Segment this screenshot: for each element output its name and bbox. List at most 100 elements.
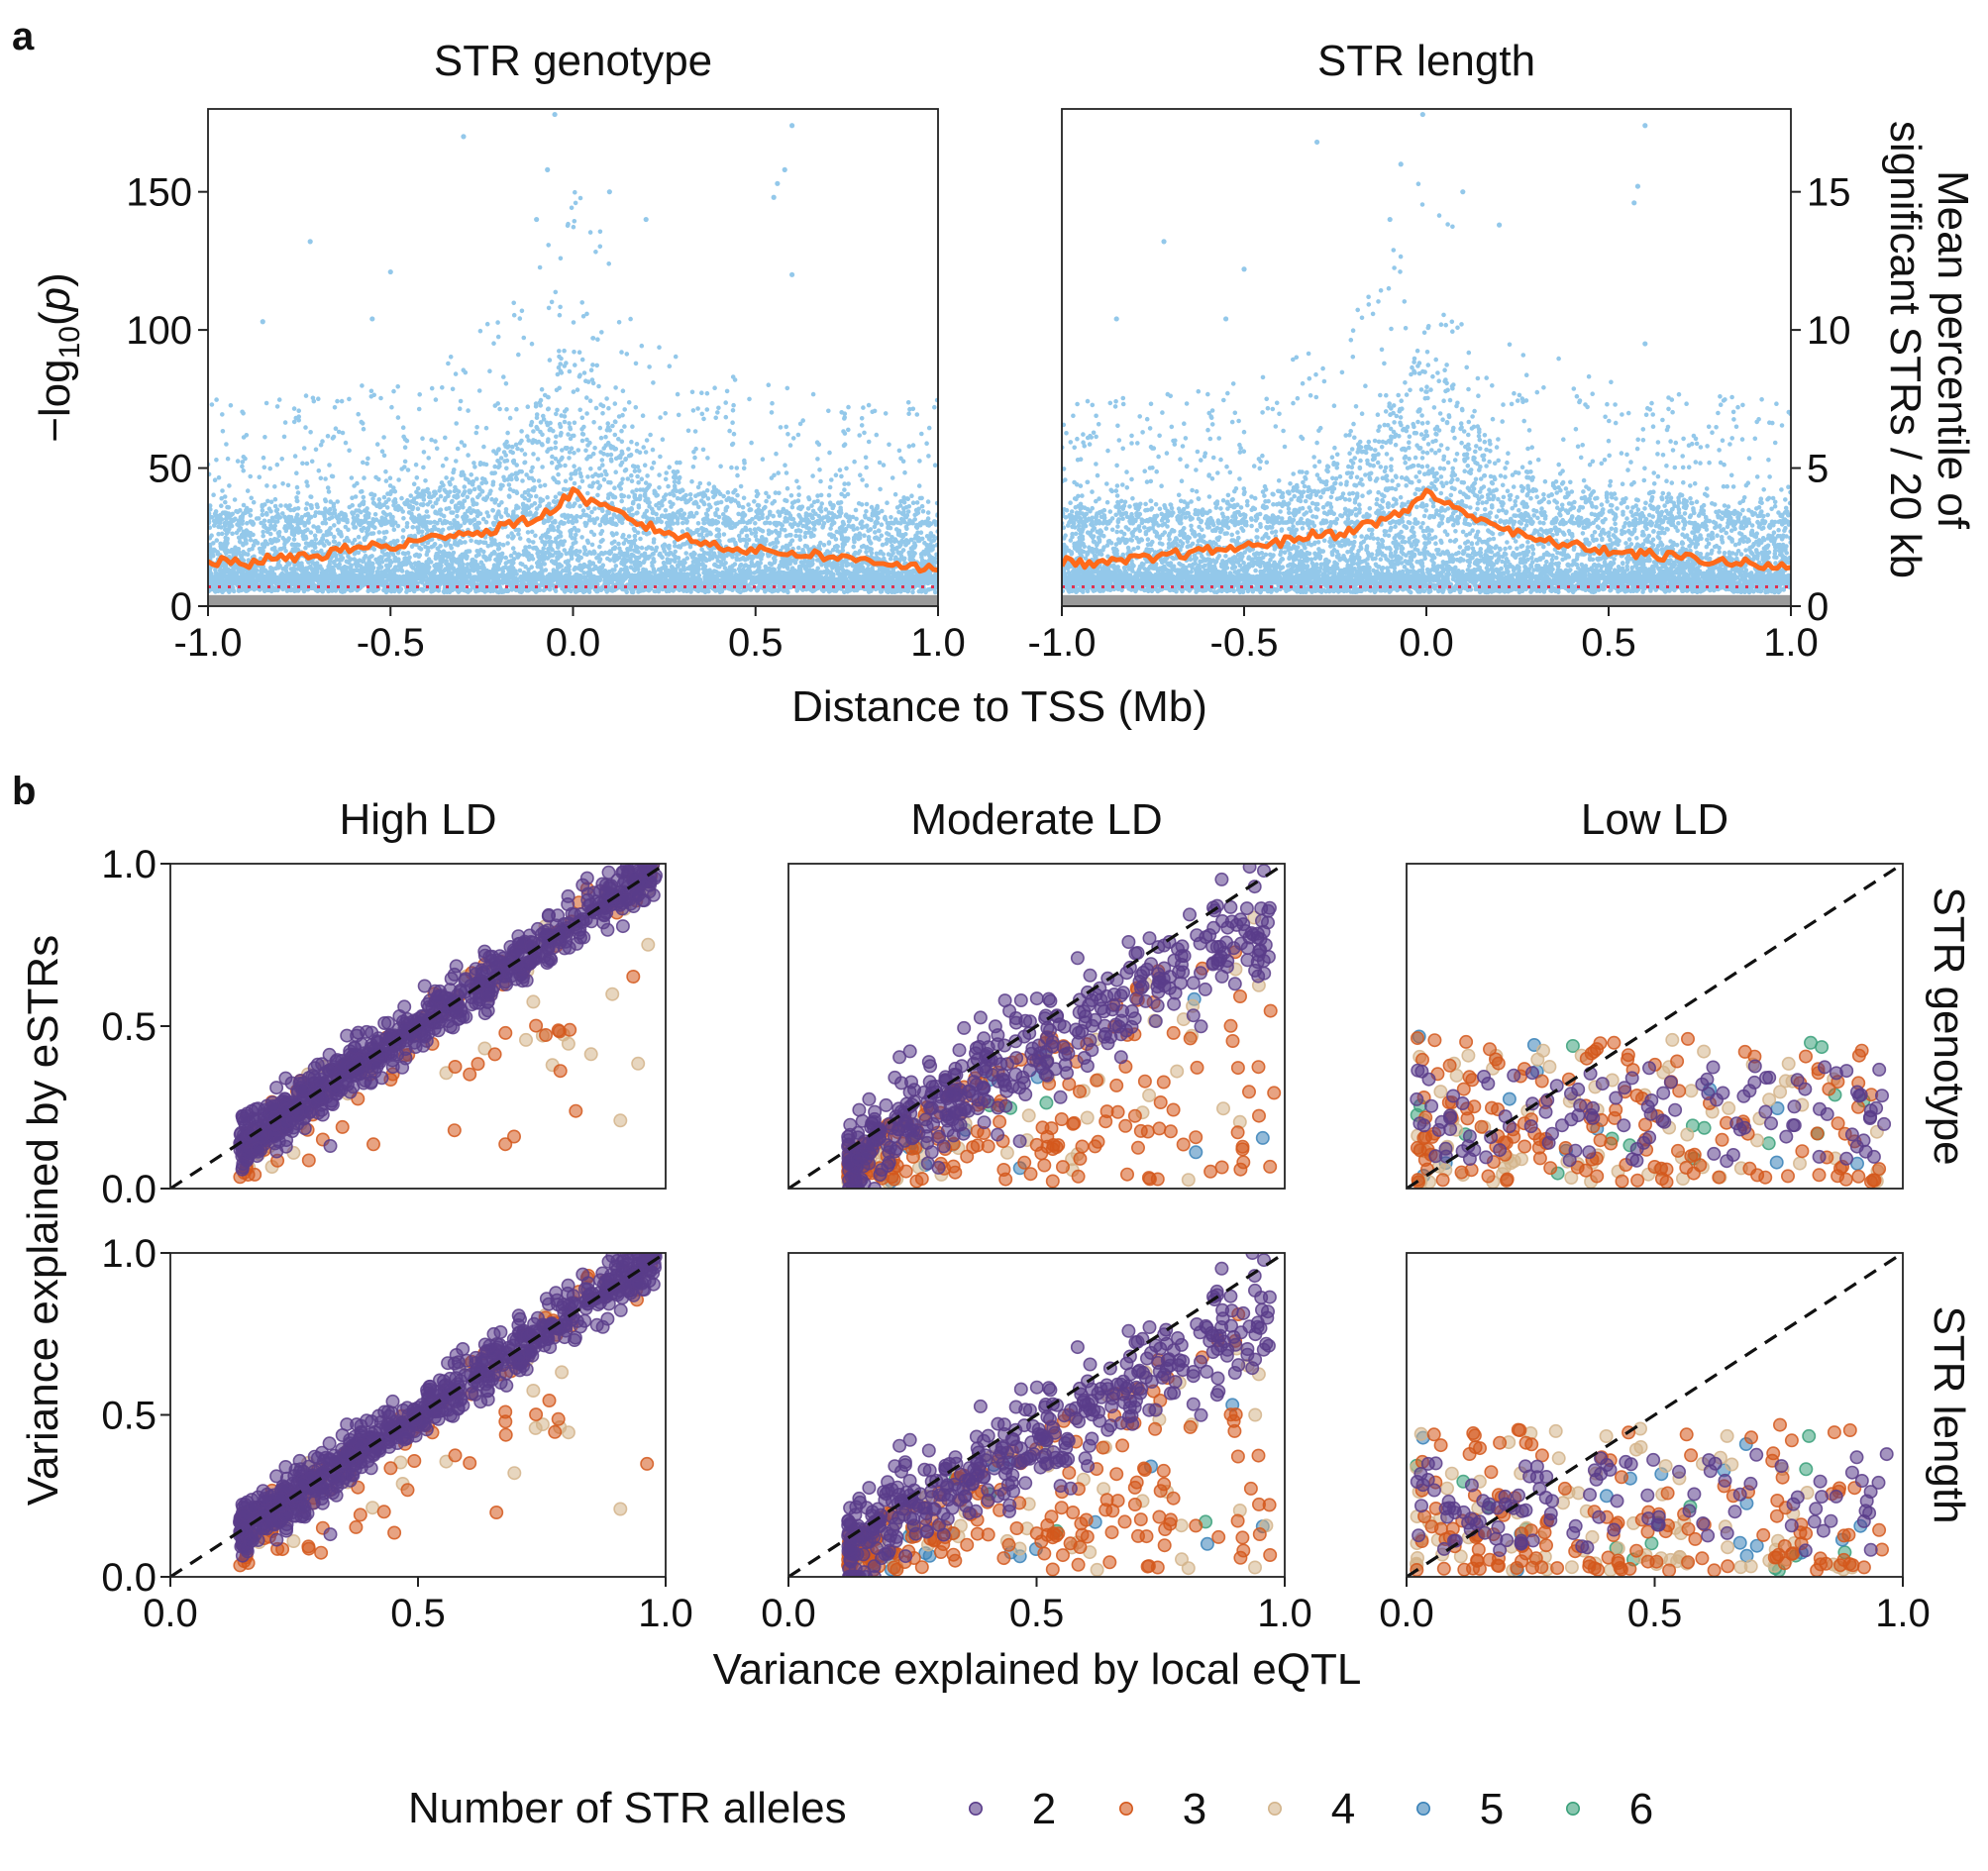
- data-point: [323, 1139, 338, 1154]
- data-point: [1498, 1109, 1513, 1124]
- data-point: [1836, 1528, 1851, 1543]
- data-point: [374, 1071, 389, 1086]
- data-point: [1511, 1422, 1525, 1437]
- data-point: [369, 1059, 384, 1074]
- data-point: [1223, 899, 1238, 914]
- data-point: [1670, 1054, 1685, 1069]
- y2-tick-label: 0: [1807, 585, 1829, 629]
- data-point: [892, 1438, 907, 1453]
- data-point: [1854, 1474, 1869, 1489]
- data-point: [1174, 976, 1189, 990]
- data-point: [1194, 1354, 1208, 1369]
- data-point: [1599, 1429, 1614, 1444]
- data-point: [448, 1060, 463, 1075]
- identity-line: [1407, 864, 1903, 1189]
- data-point: [548, 1424, 563, 1439]
- data-point: [966, 1140, 981, 1155]
- data-point: [1844, 1127, 1859, 1142]
- data-point: [991, 1127, 1005, 1142]
- data-point: [981, 1483, 995, 1498]
- data-point: [365, 1426, 379, 1441]
- data-point: [1747, 1059, 1762, 1074]
- data-point: [1732, 1487, 1747, 1502]
- data-point: [1462, 1447, 1477, 1462]
- data-point: [1081, 1459, 1096, 1474]
- data-point: [1142, 1320, 1157, 1335]
- data-point: [1118, 1118, 1133, 1133]
- x-tick-label: 1.0: [910, 621, 966, 665]
- outlier-point: [775, 180, 781, 186]
- data-point: [397, 1021, 412, 1036]
- data-point: [852, 1491, 867, 1506]
- data-point: [1240, 941, 1255, 956]
- x-tick-label: -0.5: [357, 621, 425, 665]
- data-point: [1831, 1116, 1845, 1131]
- panel-b-facet-r2-c2: 0.0 0.5 1.0: [761, 1252, 1312, 1635]
- data-point: [1446, 1089, 1461, 1103]
- outlier-point: [369, 316, 375, 322]
- data-point: [1166, 1491, 1181, 1506]
- data-point: [940, 1107, 955, 1122]
- data-point: [1696, 1516, 1711, 1531]
- x-tick-label: 0.5: [728, 621, 784, 665]
- data-point: [552, 1024, 567, 1039]
- data-point: [1641, 1511, 1656, 1526]
- data-point: [477, 944, 492, 959]
- data-point: [1053, 1479, 1068, 1494]
- data-point: [1225, 1034, 1240, 1049]
- data-point: [579, 871, 594, 885]
- data-point: [626, 969, 641, 984]
- data-point: [1638, 1117, 1653, 1132]
- data-point: [1750, 1133, 1765, 1148]
- data-point: [1214, 969, 1229, 984]
- data-point: [1223, 1407, 1238, 1422]
- data-point: [549, 1286, 564, 1300]
- data-point: [1080, 1059, 1095, 1074]
- data-point: [553, 1064, 568, 1079]
- data-point: [1109, 1078, 1124, 1092]
- data-point: [323, 1527, 338, 1542]
- data-point: [976, 1080, 991, 1094]
- data-point: [1410, 1091, 1424, 1106]
- data-point: [561, 1425, 575, 1440]
- data-point: [589, 1317, 604, 1332]
- data-point: [1863, 1542, 1878, 1557]
- data-point: [1250, 1315, 1265, 1330]
- data-point: [1827, 1425, 1841, 1440]
- data-point: [1818, 1060, 1832, 1075]
- data-point: [1051, 1138, 1066, 1153]
- data-point: [1142, 931, 1157, 946]
- data-point: [1727, 1505, 1742, 1519]
- data-point: [1251, 1448, 1266, 1463]
- data-point: [1421, 1072, 1436, 1087]
- data-point: [1643, 1106, 1658, 1121]
- y-axis-title: −log10(p): [31, 272, 86, 443]
- data-point: [1695, 1551, 1710, 1566]
- y-tick-label: 0.5: [101, 1005, 157, 1049]
- data-point: [1106, 1387, 1121, 1402]
- data-point: [1629, 1089, 1644, 1103]
- data-point: [335, 1119, 350, 1134]
- data-point: [1186, 1365, 1201, 1380]
- data-point: [1085, 1431, 1099, 1446]
- data-point: [444, 972, 459, 987]
- x-tick-label: 1.0: [1257, 1592, 1312, 1635]
- data-point: [1190, 1060, 1204, 1075]
- data-point: [1009, 1439, 1024, 1454]
- data-point: [562, 940, 576, 955]
- data-point: [271, 1134, 286, 1149]
- data-point: [1672, 1084, 1687, 1098]
- x-tick-label: 1.0: [638, 1592, 693, 1635]
- data-point: [1181, 1173, 1196, 1188]
- data-point: [1565, 1039, 1580, 1054]
- data-point: [1061, 1452, 1076, 1467]
- data-point: [1251, 948, 1266, 963]
- data-point: [397, 999, 412, 1014]
- panel-letter-b: b: [12, 770, 36, 813]
- x-axis-title: Variance explained by local eQTL: [713, 1645, 1362, 1694]
- data-point: [1113, 1050, 1128, 1065]
- data-point: [1235, 1139, 1250, 1154]
- data-point: [1176, 1354, 1191, 1369]
- data-point: [977, 1115, 992, 1130]
- data-point: [307, 1449, 322, 1464]
